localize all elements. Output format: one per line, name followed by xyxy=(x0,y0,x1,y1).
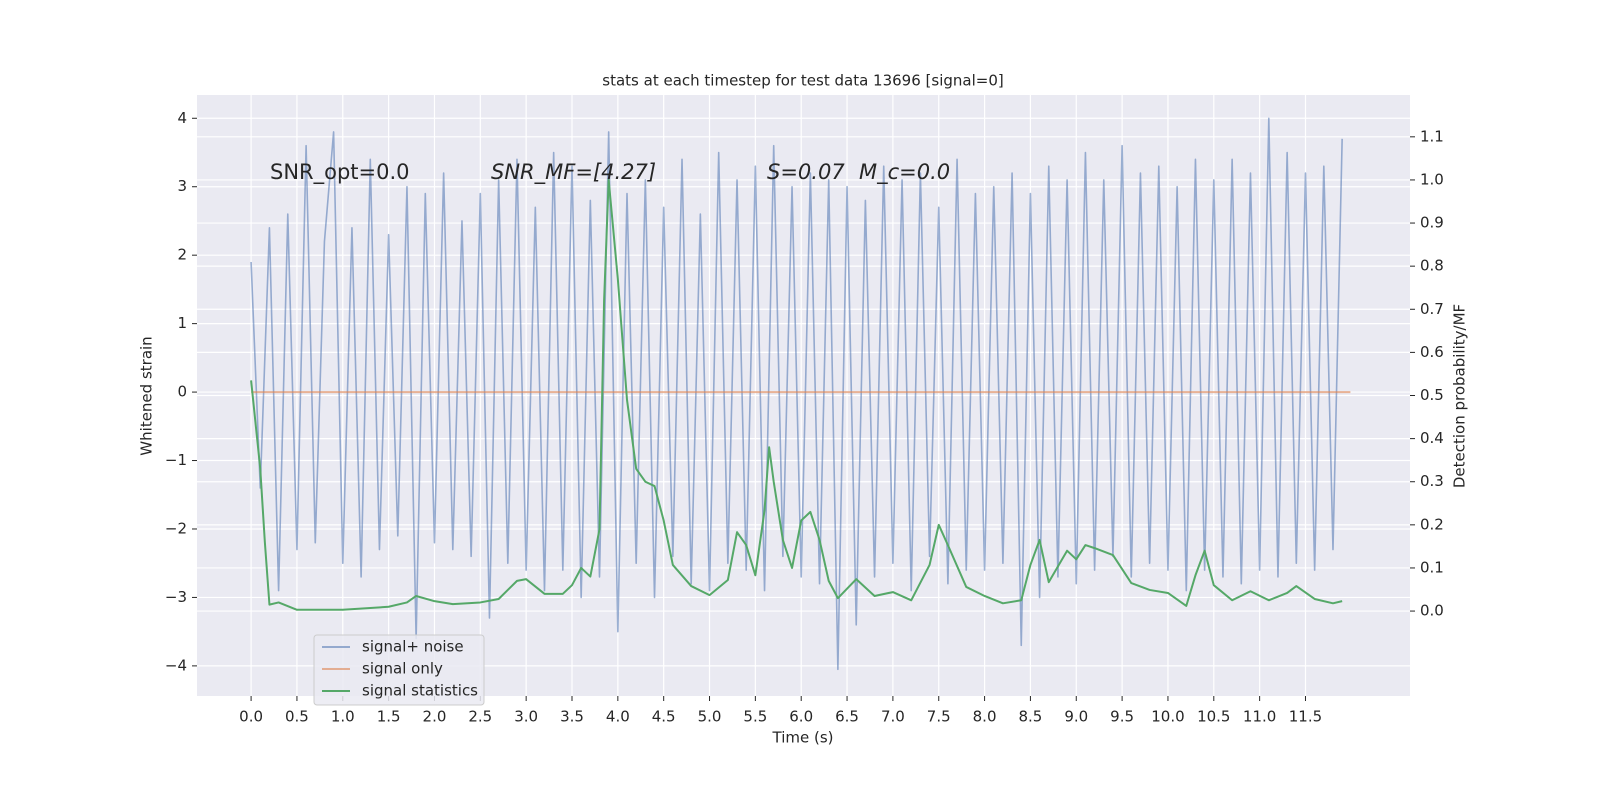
x-tick-label: 9.5 xyxy=(1110,708,1134,726)
x-tick-label: 8.0 xyxy=(973,708,997,726)
x-tick-label: 2.5 xyxy=(468,708,492,726)
x-tick-label: 11.5 xyxy=(1289,708,1322,726)
y2-tick-label: 0.3 xyxy=(1420,472,1444,490)
x-tick-label: 0.5 xyxy=(285,708,309,726)
x-tick-label: 6.5 xyxy=(835,708,859,726)
x-tick-label: 3.0 xyxy=(514,708,538,726)
y2-tick-label: 0.2 xyxy=(1420,515,1444,533)
x-tick-label: 7.5 xyxy=(927,708,951,726)
legend-label: signal+ noise xyxy=(362,638,464,656)
x-tick-label: 8.5 xyxy=(1018,708,1042,726)
x-tick-label: 4.5 xyxy=(652,708,676,726)
x-tick-label: 0.0 xyxy=(239,708,263,726)
x-tick-label: 5.5 xyxy=(743,708,767,726)
y2-tick-label: 0.5 xyxy=(1420,386,1444,404)
y2-tick-label: 0.1 xyxy=(1420,558,1444,576)
y-tick-label: 0 xyxy=(177,383,187,401)
y-tick-label: −4 xyxy=(165,656,187,674)
y2-tick-label: 0.8 xyxy=(1420,257,1444,275)
y2-tick-label: 0.6 xyxy=(1420,343,1444,361)
chart-title: stats at each timestep for test data 136… xyxy=(602,72,1003,90)
y-tick-label: −3 xyxy=(165,588,187,606)
x-tick-label: 3.5 xyxy=(560,708,584,726)
y2-tick-label: 0.0 xyxy=(1420,602,1444,620)
y2-tick-label: 0.9 xyxy=(1420,214,1444,232)
x-tick-label: 5.0 xyxy=(698,708,722,726)
x-tick-label: 9.0 xyxy=(1064,708,1088,726)
y2-tick-label: 0.7 xyxy=(1420,300,1444,318)
y2-tick-label: 1.0 xyxy=(1420,170,1444,188)
y-tick-label: 3 xyxy=(177,177,187,195)
x-tick-label: 1.5 xyxy=(377,708,401,726)
x-tick-label: 10.0 xyxy=(1151,708,1184,726)
x-axis-label: Time (s) xyxy=(772,729,834,747)
y-tick-label: −2 xyxy=(165,519,187,537)
y-tick-label: 4 xyxy=(177,109,187,127)
legend-label: signal only xyxy=(362,660,443,678)
annotation: SNR_MF=[4.27] xyxy=(491,160,656,185)
annotation: M_c=0.0 xyxy=(859,160,950,185)
y-tick-label: 2 xyxy=(177,246,187,264)
legend-label: signal statistics xyxy=(362,682,478,700)
annotation: S=0.07 xyxy=(767,160,845,184)
x-tick-label: 2.0 xyxy=(423,708,447,726)
legend-box xyxy=(313,634,485,706)
series-line xyxy=(250,117,1343,671)
x-tick-label: 1.0 xyxy=(331,708,355,726)
y2-tick-label: 0.4 xyxy=(1420,429,1444,447)
y2-axis-label: Detection probability/MF xyxy=(1451,304,1469,488)
annotation: SNR_opt=0.0 xyxy=(270,160,410,185)
x-tick-label: 11.0 xyxy=(1243,708,1276,726)
series-line xyxy=(250,178,1343,611)
x-tick-label: 10.5 xyxy=(1197,708,1230,726)
y-axis-label: Whitened strain xyxy=(138,336,156,455)
x-tick-label: 6.0 xyxy=(789,708,813,726)
x-tick-label: 4.0 xyxy=(606,708,630,726)
y2-tick-label: 1.1 xyxy=(1420,127,1444,145)
y-tick-label: −1 xyxy=(165,451,187,469)
x-tick-label: 7.0 xyxy=(881,708,905,726)
y-tick-label: 1 xyxy=(177,314,187,332)
